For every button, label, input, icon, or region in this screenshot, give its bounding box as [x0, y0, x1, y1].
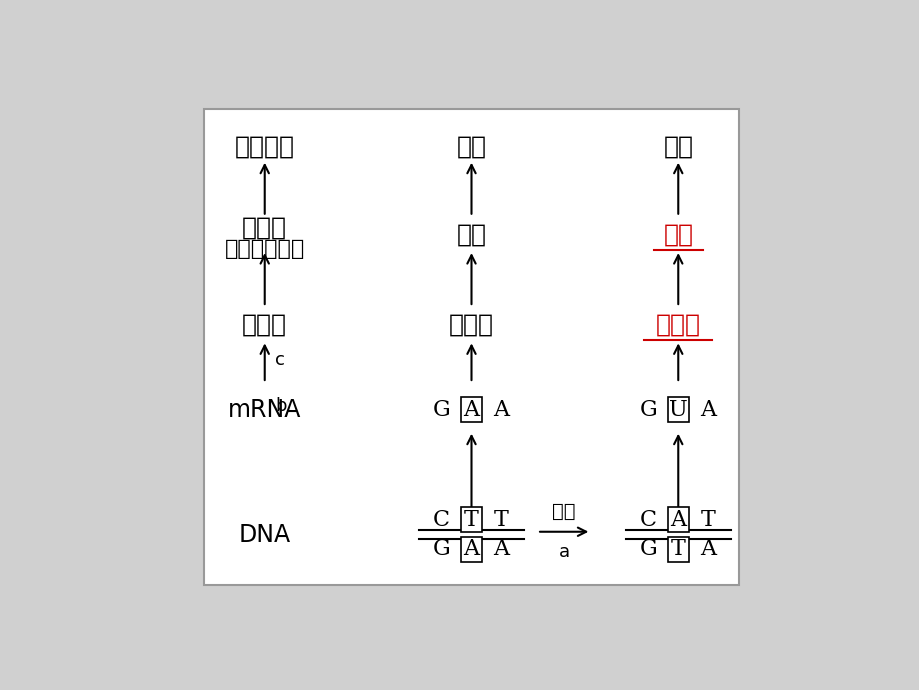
Text: A: A	[463, 538, 479, 560]
Text: 突变: 突变	[551, 502, 575, 520]
FancyBboxPatch shape	[667, 537, 688, 562]
Text: C: C	[639, 509, 656, 531]
Text: A: A	[493, 538, 509, 560]
Text: 氨基酸: 氨基酸	[242, 313, 287, 337]
Text: A: A	[493, 399, 509, 420]
Text: mRNA: mRNA	[228, 397, 301, 422]
Text: 缬氨酸: 缬氨酸	[655, 313, 700, 337]
FancyBboxPatch shape	[667, 397, 688, 422]
Text: A: A	[699, 538, 715, 560]
Text: 贫血: 贫血	[663, 135, 693, 159]
Text: 谷氨酸: 谷氨酸	[448, 313, 494, 337]
Text: 正常: 正常	[456, 222, 486, 246]
Text: 正常: 正常	[456, 135, 486, 159]
Text: c: c	[275, 351, 285, 369]
Text: A: A	[463, 399, 479, 420]
FancyBboxPatch shape	[460, 506, 482, 532]
Text: T: T	[494, 509, 508, 531]
Text: b: b	[275, 397, 287, 415]
Text: U: U	[668, 399, 686, 420]
Text: 异常: 异常	[663, 222, 693, 246]
Text: T: T	[670, 538, 685, 560]
Text: T: T	[463, 509, 479, 531]
Text: G: G	[432, 538, 450, 560]
Text: 临床症状: 临床症状	[234, 135, 294, 159]
Text: C: C	[433, 509, 449, 531]
Text: A: A	[670, 509, 686, 531]
Text: G: G	[639, 538, 656, 560]
Text: （血红蛋白）: （血红蛋白）	[224, 239, 304, 259]
FancyBboxPatch shape	[460, 397, 482, 422]
Text: a: a	[558, 543, 569, 561]
FancyBboxPatch shape	[204, 109, 738, 585]
Text: A: A	[699, 399, 715, 420]
Text: G: G	[639, 399, 656, 420]
FancyBboxPatch shape	[667, 506, 688, 532]
Text: 蛋白质: 蛋白质	[242, 215, 287, 239]
Text: T: T	[700, 509, 715, 531]
Text: G: G	[432, 399, 450, 420]
Text: DNA: DNA	[238, 524, 290, 547]
FancyBboxPatch shape	[460, 537, 482, 562]
